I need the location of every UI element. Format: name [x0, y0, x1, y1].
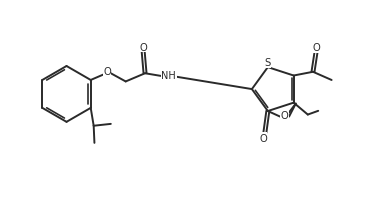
Text: O: O	[140, 43, 147, 53]
Text: O: O	[281, 111, 288, 121]
Text: S: S	[265, 58, 271, 68]
Text: O: O	[313, 43, 321, 53]
Text: O: O	[259, 133, 267, 143]
Text: NH: NH	[162, 70, 176, 80]
Text: O: O	[103, 66, 111, 76]
